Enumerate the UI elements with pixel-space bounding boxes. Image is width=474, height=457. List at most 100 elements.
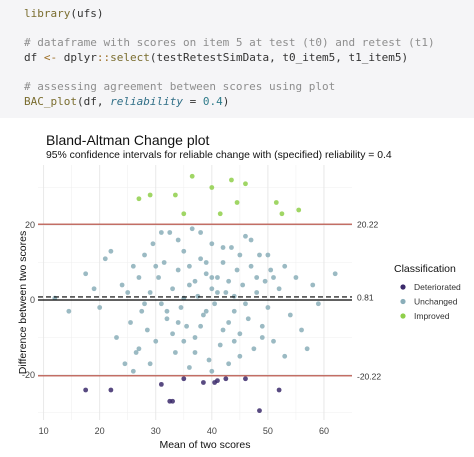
data-point-deteriorated — [108, 387, 114, 393]
data-point-unchanged — [231, 338, 237, 344]
code-line-2: # dataframe with scores on item 5 at tes… — [24, 35, 474, 51]
data-point-unchanged — [265, 252, 271, 258]
data-point-unchanged — [243, 301, 248, 307]
data-point-deteriorated — [158, 381, 164, 387]
data-point-unchanged — [293, 275, 299, 280]
y-tick-label: 20 — [25, 220, 35, 230]
data-point-unchanged — [287, 312, 293, 318]
data-point-unchanged — [192, 335, 198, 340]
data-point-unchanged — [130, 263, 136, 269]
code-line-5: BAC_plot(df, reliability = 0.4) — [24, 94, 474, 110]
data-point-unchanged — [153, 338, 159, 344]
data-point-unchanged — [66, 308, 72, 314]
data-point-improved — [273, 200, 279, 205]
data-point-unchanged — [231, 293, 237, 299]
data-point-unchanged — [201, 312, 206, 318]
data-point-unchanged — [198, 230, 204, 235]
x-tick-label: 10 — [39, 426, 49, 436]
data-point-unchanged — [209, 368, 215, 374]
data-point-improved — [172, 192, 178, 198]
data-point-unchanged — [248, 263, 254, 269]
data-point-unchanged — [268, 267, 274, 273]
code-number: 0.4 — [202, 95, 223, 108]
data-point-unchanged — [237, 353, 243, 359]
data-point-unchanged — [130, 368, 136, 374]
data-point-unchanged — [186, 263, 192, 269]
x-tick-label: 40 — [207, 426, 217, 436]
data-point-unchanged — [175, 320, 181, 325]
data-point-improved — [229, 177, 234, 183]
data-point-unchanged — [220, 260, 226, 265]
code-function: select — [110, 51, 150, 64]
data-point-unchanged — [158, 230, 164, 235]
data-point-unchanged — [203, 308, 209, 314]
data-point-unchanged — [217, 342, 223, 348]
data-point-unchanged — [139, 308, 145, 314]
data-point-unchanged — [271, 338, 276, 344]
data-point-unchanged — [304, 346, 310, 352]
data-point-improved — [243, 181, 248, 187]
data-point-unchanged — [91, 286, 97, 292]
data-point-improved — [181, 211, 187, 217]
data-point-unchanged — [282, 263, 288, 269]
legend-key — [400, 313, 406, 319]
data-point-unchanged — [133, 350, 139, 355]
data-point-unchanged — [175, 237, 181, 243]
data-point-unchanged — [142, 301, 147, 307]
code-operator: <- — [43, 51, 58, 64]
data-point-unchanged — [206, 357, 212, 363]
data-point-unchanged — [97, 305, 103, 310]
data-point-deteriorated — [276, 387, 282, 393]
data-point-unchanged — [178, 305, 184, 310]
code-comment: # dataframe with scores on item 5 at tes… — [24, 35, 435, 49]
data-point-unchanged — [147, 361, 153, 367]
code-text: df — [24, 51, 44, 64]
data-point-unchanged — [192, 278, 198, 284]
legend-entry-label: Improved — [414, 311, 450, 321]
data-point-unchanged — [125, 290, 131, 295]
data-point-unchanged — [147, 290, 153, 295]
legend-title: Classification — [394, 263, 456, 275]
data-point-improved — [217, 211, 223, 217]
data-point-unchanged — [231, 308, 237, 314]
data-point-unchanged — [220, 327, 226, 333]
data-point-unchanged — [184, 323, 189, 329]
y-tick-label: 0 — [30, 295, 35, 305]
data-point-unchanged — [282, 353, 288, 359]
code-text: dplyr — [57, 51, 97, 64]
data-point-unchanged — [170, 286, 175, 292]
data-point-unchanged — [108, 248, 114, 254]
data-point-deteriorated — [201, 380, 206, 385]
data-point-unchanged — [144, 327, 150, 333]
data-point-unchanged — [209, 275, 215, 280]
data-point-deteriorated — [181, 376, 187, 382]
data-point-unchanged — [119, 282, 125, 288]
data-point-unchanged — [234, 267, 240, 273]
data-point-unchanged — [167, 230, 173, 235]
data-point-improved — [189, 173, 195, 179]
data-point-deteriorated — [83, 387, 89, 393]
data-point-unchanged — [172, 350, 178, 355]
code-line-4: # assessing agreement between scores usi… — [24, 79, 474, 95]
data-point-unchanged — [271, 275, 276, 280]
data-point-unchanged — [209, 241, 215, 247]
data-point-unchanged — [240, 282, 246, 288]
data-point-unchanged — [158, 301, 164, 307]
data-point-unchanged — [259, 323, 265, 329]
legend-entry-label: Unchanged — [414, 297, 458, 307]
y-axis-title: Difference between two scores — [17, 231, 29, 374]
data-point-unchanged — [203, 271, 209, 277]
code-line-1: library(ufs) — [24, 6, 474, 22]
code-chunk: library(ufs) # dataframe with scores on … — [0, 0, 474, 118]
data-point-unchanged — [164, 308, 170, 314]
data-point-unchanged — [248, 237, 254, 243]
code-text: = — [182, 95, 203, 108]
data-point-unchanged — [161, 260, 167, 265]
data-point-unchanged — [83, 271, 89, 277]
x-tick-label: 60 — [319, 426, 329, 436]
data-point-unchanged — [215, 275, 220, 280]
data-point-unchanged — [181, 248, 187, 254]
data-point-unchanged — [262, 278, 268, 284]
data-point-unchanged — [128, 320, 133, 325]
reference-line-label: 0.81 — [357, 292, 374, 302]
